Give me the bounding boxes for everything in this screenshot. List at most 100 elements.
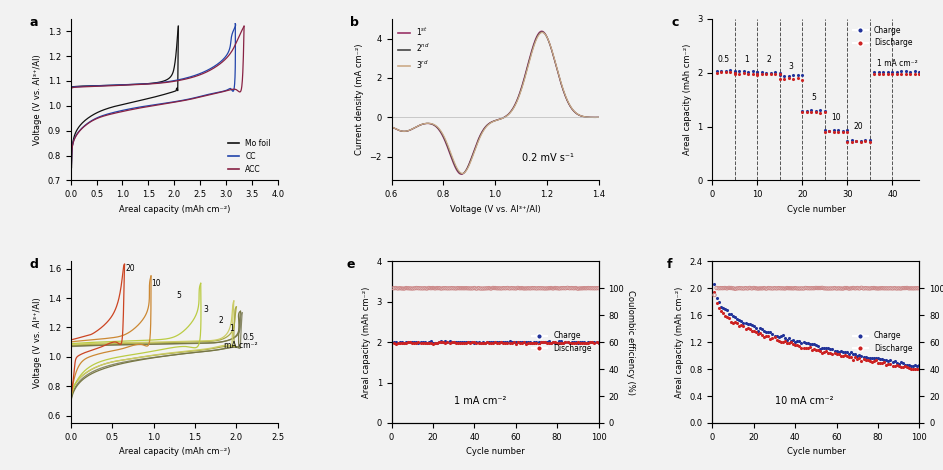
Point [742, 284, 757, 292]
Point [417, 284, 432, 292]
Point [438, 337, 453, 345]
Point [759, 328, 774, 336]
Point [489, 339, 505, 346]
Point [840, 138, 855, 145]
Point [898, 362, 913, 370]
Point [860, 284, 875, 292]
Point [902, 364, 917, 371]
Point [883, 360, 898, 368]
Point [794, 339, 809, 346]
Point [740, 320, 755, 328]
Point [831, 126, 846, 134]
Point [581, 284, 596, 292]
Y-axis label: Voltage (V vs. Al³⁺/Al): Voltage (V vs. Al³⁺/Al) [33, 54, 42, 145]
Point [401, 338, 416, 346]
Point [771, 284, 786, 292]
Point [872, 355, 887, 363]
Point [455, 338, 470, 346]
Point [500, 338, 515, 346]
Text: b: b [350, 16, 359, 29]
Point [808, 108, 823, 116]
Point [784, 339, 799, 346]
Point [723, 69, 738, 76]
Point [446, 339, 461, 346]
Point [745, 70, 760, 78]
Point [545, 338, 560, 345]
Point [467, 284, 482, 292]
Point [761, 329, 776, 336]
Point [775, 284, 790, 292]
Point [386, 338, 401, 345]
Point [401, 338, 416, 346]
Point [813, 284, 828, 292]
Point [543, 284, 558, 292]
Point [394, 339, 409, 346]
Point [519, 338, 534, 346]
Point [839, 348, 854, 355]
Point [430, 284, 445, 292]
Point [858, 353, 873, 360]
Point [744, 327, 759, 335]
Point [564, 339, 579, 346]
Point [709, 67, 724, 75]
Point [895, 284, 910, 292]
Point [844, 348, 859, 356]
Point [817, 348, 832, 355]
Point [415, 285, 430, 292]
Point [902, 361, 917, 369]
Point [856, 285, 871, 292]
Point [486, 339, 501, 346]
Point [759, 285, 774, 292]
Point [456, 340, 472, 347]
Point [912, 70, 927, 78]
Point [767, 284, 782, 292]
Point [535, 338, 550, 346]
Point [734, 321, 749, 329]
Point [841, 285, 856, 292]
Point [848, 353, 863, 360]
Point [782, 284, 797, 292]
Point [885, 358, 900, 365]
Point [440, 338, 455, 346]
Point [548, 339, 563, 346]
Text: a: a [29, 16, 38, 29]
Point [552, 340, 567, 347]
Text: mA cm⁻²: mA cm⁻² [223, 341, 257, 350]
Point [741, 70, 756, 78]
Point [396, 339, 411, 347]
Point [576, 338, 591, 346]
Point [771, 337, 786, 345]
Point [751, 327, 766, 335]
Point [871, 68, 886, 75]
Point [754, 285, 769, 292]
Point [589, 338, 604, 346]
Point [782, 335, 797, 342]
Point [533, 339, 548, 346]
Point [823, 345, 838, 353]
Point [719, 69, 734, 76]
Point [427, 339, 442, 347]
Point [581, 339, 596, 347]
Point [895, 360, 910, 367]
Point [442, 338, 457, 345]
Point [442, 339, 457, 346]
Point [406, 339, 422, 346]
Point [481, 339, 496, 347]
Point [711, 284, 726, 292]
Text: 1 mA cm⁻²: 1 mA cm⁻² [877, 59, 918, 68]
Point [707, 281, 722, 288]
X-axis label: Areal capacity (mAh cm⁻²): Areal capacity (mAh cm⁻²) [119, 447, 230, 456]
Point [798, 284, 813, 292]
Point [867, 70, 882, 78]
Text: 1 mA cm⁻²: 1 mA cm⁻² [454, 396, 506, 406]
Point [808, 341, 823, 349]
Point [463, 339, 478, 346]
Point [772, 70, 787, 78]
Point [891, 284, 906, 292]
Point [756, 327, 771, 335]
Point [819, 347, 834, 355]
Point [823, 285, 838, 292]
Point [460, 338, 475, 346]
Point [512, 339, 527, 346]
Point [458, 339, 473, 347]
